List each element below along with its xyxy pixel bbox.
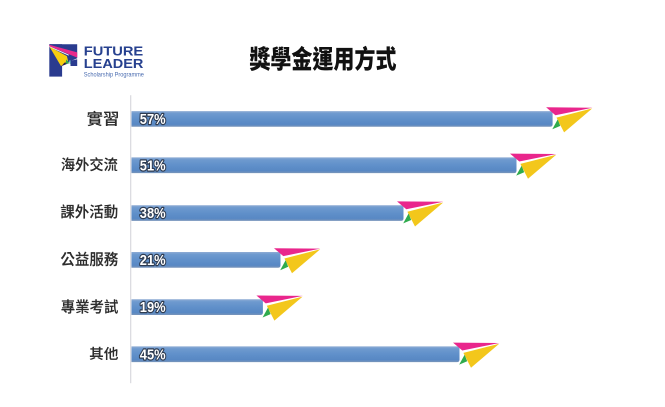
svg-text:LEADER: LEADER <box>84 56 144 71</box>
svg-text:57%: 57% <box>140 111 166 128</box>
svg-text:Scholarship Programme: Scholarship Programme <box>84 72 144 79</box>
svg-text:FUTURE: FUTURE <box>84 43 144 58</box>
svg-text:19%: 19% <box>140 299 166 316</box>
svg-text:38%: 38% <box>140 205 166 222</box>
svg-text:51%: 51% <box>140 157 166 174</box>
svg-text:21%: 21% <box>140 252 166 269</box>
svg-text:45%: 45% <box>140 346 166 363</box>
